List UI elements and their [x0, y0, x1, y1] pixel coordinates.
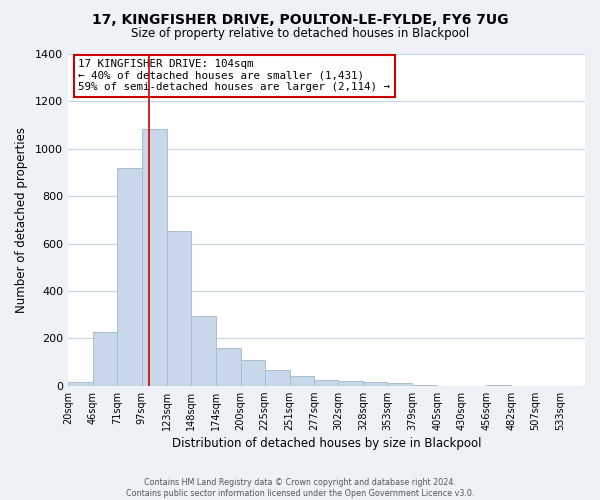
- Bar: [167, 230, 191, 386]
- Bar: [68, 382, 93, 386]
- Text: 17 KINGFISHER DRIVE: 104sqm
← 40% of detached houses are smaller (1,431)
59% of : 17 KINGFISHER DRIVE: 104sqm ← 40% of det…: [78, 59, 390, 92]
- Bar: [486, 384, 511, 386]
- Bar: [314, 380, 338, 386]
- Bar: [215, 348, 241, 386]
- Bar: [364, 382, 388, 386]
- Bar: [191, 316, 215, 386]
- X-axis label: Distribution of detached houses by size in Blackpool: Distribution of detached houses by size …: [172, 437, 481, 450]
- Bar: [265, 370, 290, 386]
- Bar: [338, 381, 364, 386]
- Bar: [117, 168, 142, 386]
- Y-axis label: Number of detached properties: Number of detached properties: [15, 127, 28, 313]
- Bar: [241, 360, 265, 386]
- Text: 17, KINGFISHER DRIVE, POULTON-LE-FYLDE, FY6 7UG: 17, KINGFISHER DRIVE, POULTON-LE-FYLDE, …: [92, 12, 508, 26]
- Text: Size of property relative to detached houses in Blackpool: Size of property relative to detached ho…: [131, 28, 469, 40]
- Bar: [290, 376, 314, 386]
- Text: Contains HM Land Registry data © Crown copyright and database right 2024.
Contai: Contains HM Land Registry data © Crown c…: [126, 478, 474, 498]
- Bar: [388, 384, 412, 386]
- Bar: [412, 384, 437, 386]
- Bar: [93, 332, 117, 386]
- Bar: [142, 128, 167, 386]
